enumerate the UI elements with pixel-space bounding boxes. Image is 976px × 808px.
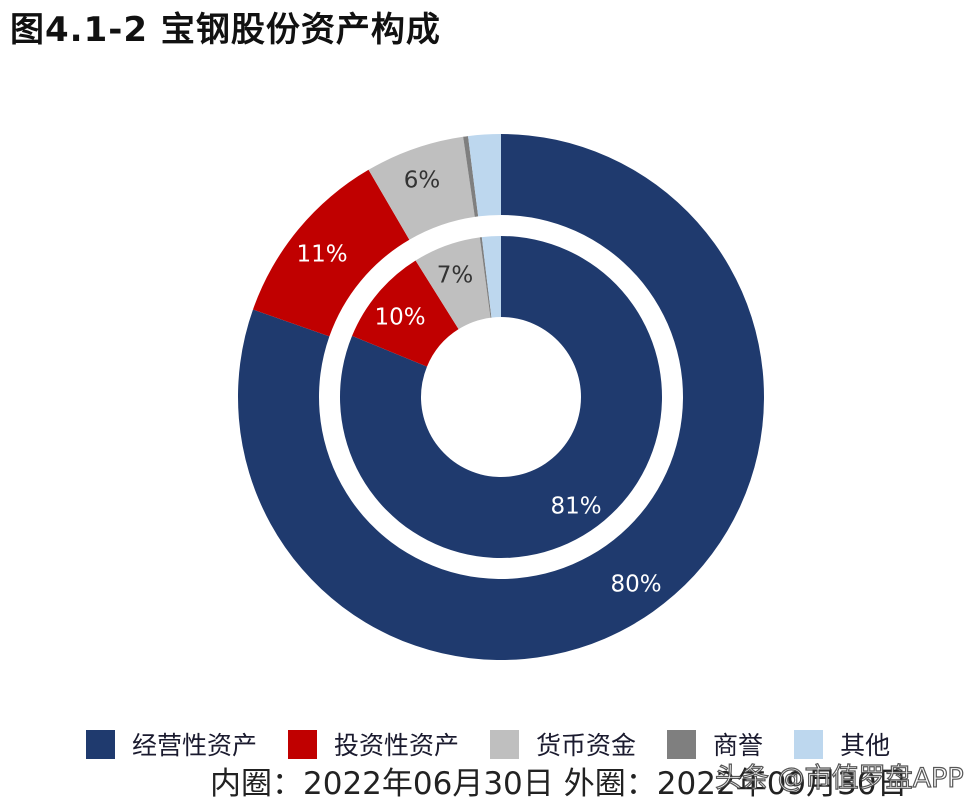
legend-item-other: 其他 <box>794 726 890 762</box>
watermark: 头条 @市值罗盘APP <box>714 762 964 794</box>
inner-slice-operating-assets <box>339 236 662 558</box>
outer-slice-cash <box>368 136 475 240</box>
legend-swatch <box>667 729 697 759</box>
outer-slice-other <box>468 134 501 217</box>
legend-swatch <box>288 729 318 759</box>
legend-swatch <box>490 729 520 759</box>
legend-item-goodwill: 商誉 <box>667 726 763 762</box>
legend-item-cash: 货币资金 <box>490 726 636 762</box>
legend-label: 经营性资产 <box>132 731 258 760</box>
outer-ring-date: 外圈：2022年09月30日 <box>563 766 908 802</box>
inner-slice-goodwill <box>479 237 492 318</box>
legend-label: 货币资金 <box>536 731 637 760</box>
inner-label-operating-assets: 81% <box>550 494 601 520</box>
inner-ring-date: 内圈：2022年06月30日 <box>210 766 554 802</box>
legend-label: 投资性资产 <box>334 731 460 760</box>
inner-label-investment-assets: 10% <box>374 305 425 331</box>
legend-label: 其他 <box>840 731 891 760</box>
legend-swatch <box>794 729 824 759</box>
legend-label: 商誉 <box>713 731 764 760</box>
legend: 经营性资产 投资性资产 货币资金 商誉 其他 <box>86 726 921 762</box>
outer-slice-investment-assets <box>252 169 410 337</box>
inner-slice-other <box>481 236 501 318</box>
legend-item-operating-assets: 经营性资产 <box>86 726 257 762</box>
outer-label-investment-assets: 11% <box>296 242 347 268</box>
slice-labels: 81% 10% 7% 80% 11% 6% <box>296 168 661 598</box>
inner-ring <box>339 236 662 558</box>
inner-label-cash: 7% <box>437 263 474 289</box>
outer-slice-goodwill <box>463 136 479 217</box>
outer-ring <box>237 134 764 661</box>
outer-slice-operating-assets <box>237 134 764 661</box>
inner-slice-investment-assets <box>352 260 459 367</box>
outer-label-cash: 6% <box>404 168 441 194</box>
ring-date-caption: 内圈：2022年06月30日 外圈：2022年09月30日 <box>210 758 918 803</box>
chart-title: 图4.1-2 宝钢股份资产构成 <box>10 10 441 50</box>
legend-item-investment-assets: 投资性资产 <box>288 726 459 762</box>
legend-swatch <box>86 729 115 759</box>
outer-label-operating-assets: 80% <box>610 572 661 598</box>
inner-slice-cash <box>415 237 491 330</box>
